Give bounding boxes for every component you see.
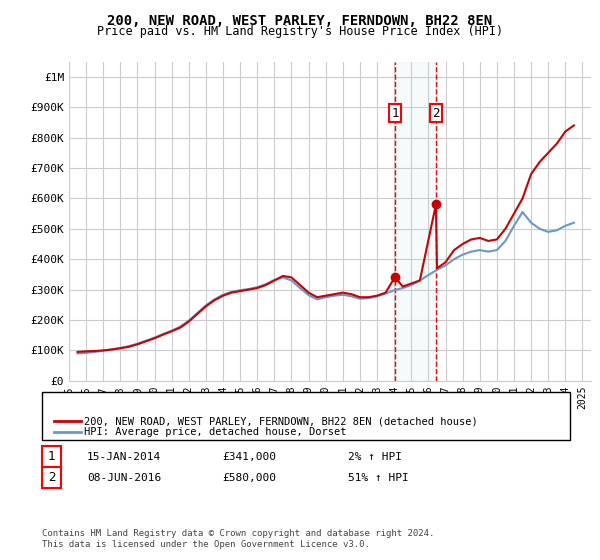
Text: 15-JAN-2014: 15-JAN-2014 <box>87 452 161 462</box>
Text: £580,000: £580,000 <box>222 473 276 483</box>
Bar <box>395 62 436 381</box>
Text: HPI: Average price, detached house, Dorset: HPI: Average price, detached house, Dors… <box>84 427 347 437</box>
Text: Price paid vs. HM Land Registry's House Price Index (HPI): Price paid vs. HM Land Registry's House … <box>97 25 503 38</box>
Text: 2% ↑ HPI: 2% ↑ HPI <box>348 452 402 462</box>
Text: 2: 2 <box>48 471 55 484</box>
Text: 2: 2 <box>432 107 440 120</box>
Text: 08-JUN-2016: 08-JUN-2016 <box>87 473 161 483</box>
Text: 51% ↑ HPI: 51% ↑ HPI <box>348 473 409 483</box>
Text: 1: 1 <box>391 107 398 120</box>
Text: 200, NEW ROAD, WEST PARLEY, FERNDOWN, BH22 8EN: 200, NEW ROAD, WEST PARLEY, FERNDOWN, BH… <box>107 14 493 28</box>
Text: 1: 1 <box>48 450 55 464</box>
Text: 200, NEW ROAD, WEST PARLEY, FERNDOWN, BH22 8EN (detached house): 200, NEW ROAD, WEST PARLEY, FERNDOWN, BH… <box>84 416 478 426</box>
Text: £341,000: £341,000 <box>222 452 276 462</box>
Text: Contains HM Land Registry data © Crown copyright and database right 2024.
This d: Contains HM Land Registry data © Crown c… <box>42 529 434 549</box>
